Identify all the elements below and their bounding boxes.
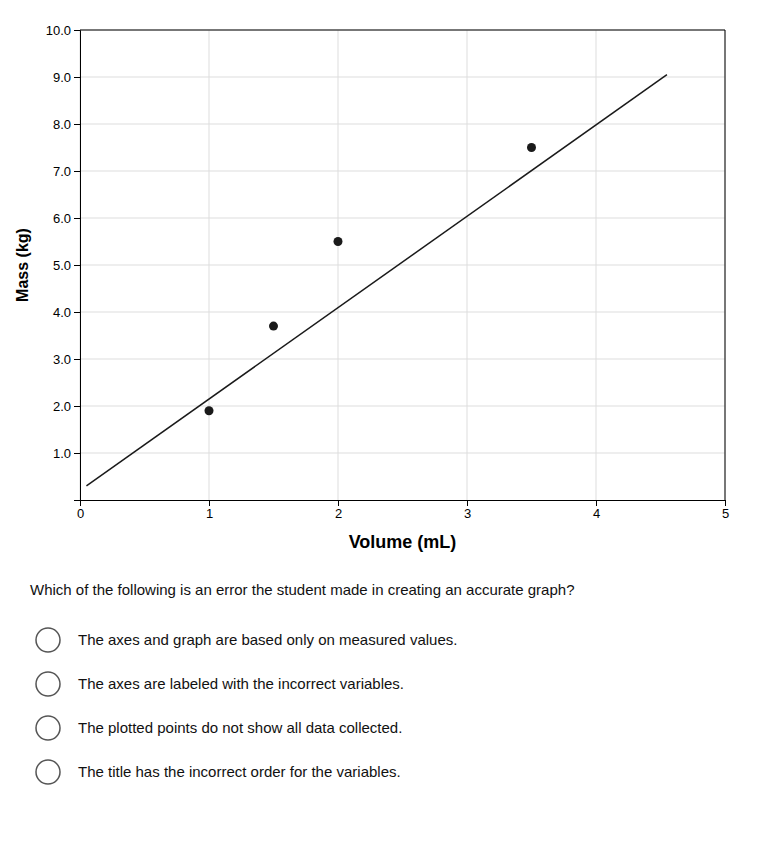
y-tick: 7.0 — [53, 164, 80, 179]
y-tick-mark — [74, 218, 80, 219]
y-tick-mark — [74, 312, 80, 313]
radio-button[interactable] — [36, 628, 60, 652]
grid-line-x — [725, 30, 726, 500]
y-tick-label: 9.0 — [53, 70, 71, 85]
question: Which of the following is an error the s… — [30, 581, 574, 598]
y-tick-label: 4.0 — [53, 305, 71, 320]
y-tick-label: 8.0 — [53, 117, 71, 132]
x-tick-mark — [725, 500, 726, 506]
y-tick: 10.0 — [46, 23, 80, 38]
y-tick-label: 5.0 — [53, 258, 71, 273]
y-tick: 3.0 — [53, 352, 80, 367]
x-tick-mark — [467, 500, 468, 506]
data-point — [205, 406, 214, 415]
x-tick-label: 1 — [206, 506, 213, 521]
y-tick: 9.0 — [53, 70, 80, 85]
x-axis-line — [81, 501, 726, 507]
radio-button[interactable] — [36, 716, 60, 740]
y-tick-mark — [74, 124, 80, 125]
x-tick: 1 — [206, 500, 213, 521]
y-tick-mark — [74, 30, 80, 31]
marks — [86, 75, 667, 486]
y-tick: 2.0 — [53, 399, 80, 414]
grid — [80, 30, 725, 500]
x-axis: 0 1 2 3 4 5 — [77, 500, 729, 521]
x-tick: 0 — [77, 500, 84, 521]
data-point — [334, 237, 343, 246]
y-tick: 6.0 — [53, 211, 80, 226]
grid-line-y — [80, 312, 725, 313]
option-text: The title has the incorrect order for th… — [78, 763, 401, 780]
x-tick-mark — [338, 500, 339, 506]
y-axis: 1.0 2.0 3.0 4.0 5.0 6.0 7.0 8.0 9.0 10.0 — [46, 23, 81, 501]
x-tick-label: 4 — [593, 506, 600, 521]
grid-line-y — [80, 406, 725, 407]
grid-line-y — [80, 171, 725, 172]
y-axis-line — [74, 31, 81, 501]
data-point — [527, 143, 536, 152]
data-point — [269, 322, 278, 331]
radio-button[interactable] — [36, 672, 60, 696]
frame-top — [80, 30, 725, 31]
y-tick-mark — [74, 453, 80, 454]
option-text: The plotted points do not show all data … — [78, 719, 402, 736]
grid-line-y — [80, 124, 725, 125]
x-tick: 3 — [464, 500, 471, 521]
chart-root: 0 1 2 3 4 5 1.0 2.0 3.0 4.0 5.0 6.0 7.0 8.0 9.0 10.0 Vol… — [0, 0, 765, 847]
y-tick-label: 6.0 — [53, 211, 71, 226]
grid-line-y — [80, 77, 725, 78]
y-axis-title: Mass (kg) — [14, 228, 31, 302]
y-tick: 5.0 — [53, 258, 80, 273]
x-tick: 2 — [335, 500, 342, 521]
y-tick-label: 10.0 — [46, 23, 71, 38]
y-tick-label: 7.0 — [53, 164, 71, 179]
y-tick-mark — [74, 265, 80, 266]
option-text: The axes are labeled with the incorrect … — [78, 675, 404, 692]
plot: 0 1 2 3 4 5 1.0 2.0 3.0 4.0 5.0 6.0 7.0 8.0 9.0 10.0 — [46, 23, 729, 522]
x-tick: 5 — [722, 500, 729, 521]
y-tick-mark — [74, 359, 80, 360]
y-tick-mark — [74, 171, 80, 172]
y-tick-mark — [74, 406, 80, 407]
x-tick-mark — [209, 500, 210, 506]
x-axis-title: Volume (mL) — [349, 532, 457, 552]
x-tick-label: 5 — [722, 506, 729, 521]
grid-line-y — [80, 453, 725, 454]
x-tick-label: 0 — [77, 506, 84, 521]
y-tick-label: 3.0 — [53, 352, 71, 367]
frame-right — [725, 30, 726, 500]
y-tick-mark — [74, 77, 80, 78]
fit-line — [86, 75, 667, 486]
y-tick: 1.0 — [53, 446, 80, 461]
x-tick-mark — [596, 500, 597, 506]
grid-line-y — [80, 30, 725, 31]
y-tick-label: 1.0 — [53, 446, 71, 461]
y-tick: 8.0 — [53, 117, 80, 132]
y-tick-label: 2.0 — [53, 399, 71, 414]
option-text: The axes and graph are based only on mea… — [78, 631, 457, 648]
x-tick-label: 2 — [335, 506, 342, 521]
grid-line-y — [80, 218, 725, 219]
options: The axes and graph are based only on mea… — [36, 628, 457, 784]
grid-line-y — [80, 359, 725, 360]
grid-line-y — [80, 265, 725, 266]
x-tick: 4 — [593, 500, 600, 521]
radio-button[interactable] — [36, 760, 60, 784]
x-tick-label: 3 — [464, 506, 471, 521]
y-tick: 4.0 — [53, 305, 80, 320]
